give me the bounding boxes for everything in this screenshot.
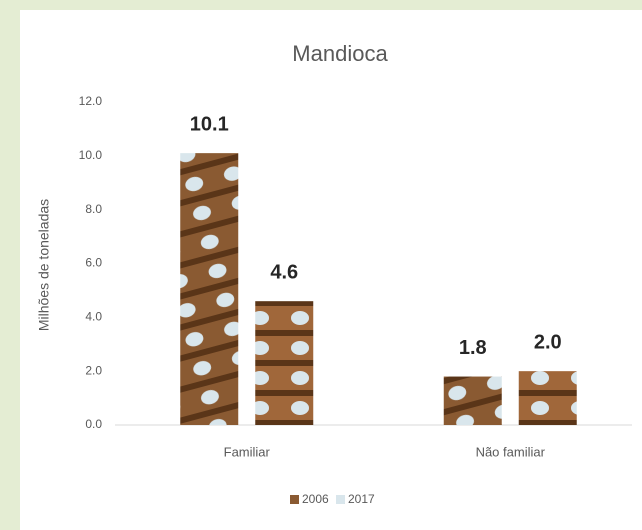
legend-label: 2006 xyxy=(302,492,329,506)
bar xyxy=(518,371,577,425)
y-tick-label: 4.0 xyxy=(85,310,102,324)
legend-swatch xyxy=(336,495,345,504)
x-tick-label: Familiar xyxy=(224,444,271,459)
data-label: 4.6 xyxy=(270,261,298,283)
chart-panel xyxy=(20,10,642,530)
legend-swatch xyxy=(290,495,299,504)
y-tick-label: 8.0 xyxy=(85,202,102,216)
y-tick-label: 0.0 xyxy=(85,417,102,431)
legend-label: 2017 xyxy=(348,492,375,506)
bar xyxy=(180,153,239,425)
y-tick-label: 2.0 xyxy=(85,363,102,377)
y-tick-label: 6.0 xyxy=(85,256,102,270)
data-label: 1.8 xyxy=(459,337,487,359)
bar xyxy=(255,301,314,425)
data-label: 10.1 xyxy=(190,113,229,135)
y-tick-label: 12.0 xyxy=(79,94,103,108)
x-tick-label: Não familiar xyxy=(476,444,546,459)
y-axis-label: Milhões de toneladas xyxy=(36,199,52,331)
data-label: 2.0 xyxy=(534,331,562,353)
y-tick-label: 10.0 xyxy=(79,148,103,162)
bar xyxy=(443,376,502,425)
chart-title: Mandioca xyxy=(292,41,388,66)
